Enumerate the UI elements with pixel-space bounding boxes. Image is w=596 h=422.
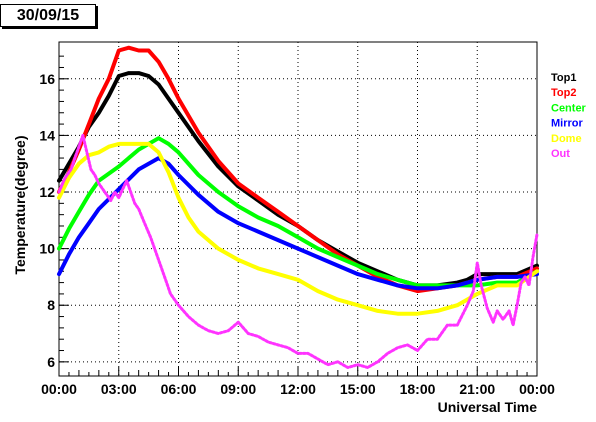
grid-lines [59,42,537,376]
x-tick-label: 06:00 [161,381,197,397]
y-tick-label: 12 [39,184,55,200]
y-tick-label: 6 [47,354,55,370]
y-axis-title: Temperature(degree) [12,135,28,274]
x-tick-label: 00:00 [41,381,77,397]
series-line-out [57,133,539,369]
x-tick-label: 18:00 [400,381,436,397]
chart-title-box: 30/09/15 [0,4,96,27]
x-tick-label: 00:00 [519,381,555,397]
chart-title: 30/09/15 [16,7,80,24]
legend-entry-mirror: Mirror [551,118,584,130]
series-line-center [57,136,539,288]
legend-entry-top1: Top1 [551,72,576,84]
series-group [57,45,539,369]
y-tick-label: 16 [39,71,55,87]
x-tick-label: 12:00 [280,381,316,397]
tick-labels: 00:00 03:00 06:00 09:00 12:00 15:00 18:00 21:00… [39,71,555,397]
x-tick-label: 03:00 [101,381,137,397]
x-tick-label: 09:00 [220,381,256,397]
y-tick-label: 10 [39,241,55,257]
series-line-mirror [57,156,539,291]
x-tick-label: 15:00 [340,381,376,397]
axis-ticks [58,55,538,376]
legend: Top1 Top2 Center Mirror Dome Out [551,72,587,160]
series-line-top1 [57,71,539,288]
legend-entry-top2: Top2 [551,87,576,99]
legend-entry-out: Out [551,148,570,160]
x-tick-label: 21:00 [459,381,495,397]
plot-frame [58,41,538,377]
x-axis-title: Universal Time [438,399,538,415]
series-line-dome [57,141,539,316]
legend-entry-dome: Dome [551,133,582,145]
y-tick-label: 8 [47,297,55,313]
legend-entry-center: Center [551,102,587,114]
y-tick-label: 14 [39,127,55,143]
